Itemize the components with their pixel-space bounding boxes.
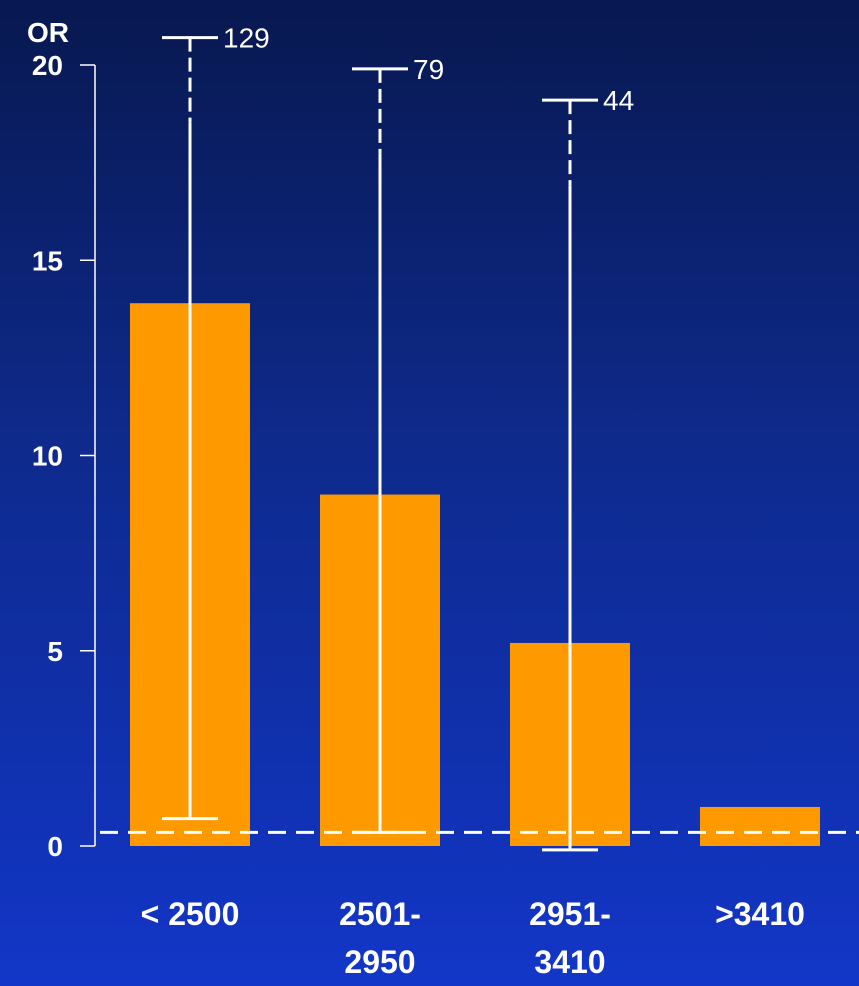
bars	[130, 303, 820, 847]
y-tick-label: 5	[47, 636, 63, 667]
x-category-label: 3410	[534, 944, 605, 980]
x-category-label: 2501-	[339, 896, 421, 932]
x-category-label: < 2500	[141, 896, 240, 932]
category-labels: < 2500 2501- 2950 2951- 3410 >3410	[141, 896, 805, 980]
x-category-label: >3410	[715, 896, 805, 932]
x-category-label: 2951-	[529, 896, 611, 932]
upper-ci-label: 129	[223, 23, 270, 54]
y-tick-label: 15	[32, 245, 63, 276]
bar	[700, 806, 820, 846]
upper-ci-label: 79	[413, 54, 444, 85]
y-tick-label: 10	[32, 441, 63, 472]
y-tick-label: 20	[32, 50, 63, 81]
y-axis: 0 5 10 15 20	[32, 50, 96, 862]
y-axis-title: OR	[27, 17, 69, 48]
upper-ci-label: 44	[603, 85, 634, 116]
x-category-label: 2950	[344, 944, 415, 980]
y-tick-label: 0	[47, 831, 63, 862]
